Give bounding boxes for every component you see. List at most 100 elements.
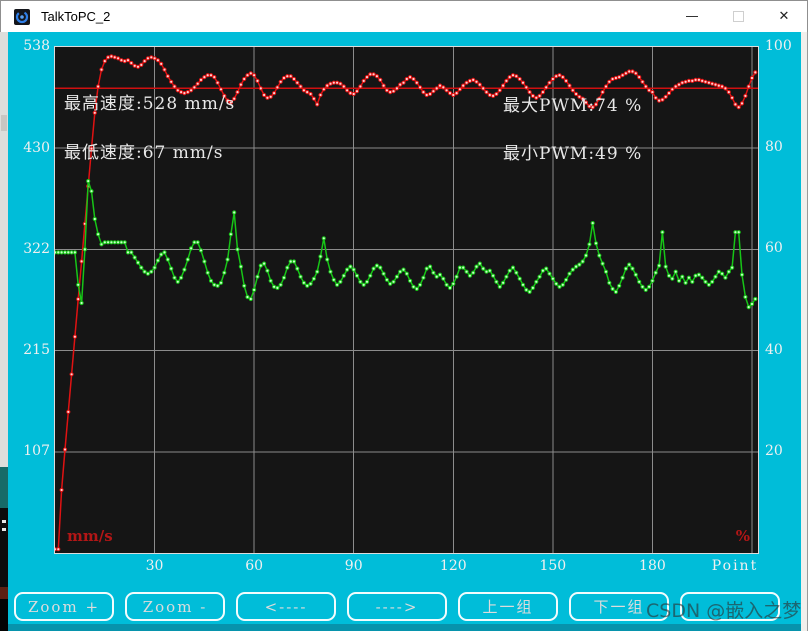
pwm-data-point [454,274,459,279]
pwm-data-point [577,262,582,267]
speed-data-point [550,76,555,82]
window-right-border [801,32,808,631]
extra-button[interactable] [680,592,780,621]
pwm-data-point [308,281,313,286]
speed-data-point [149,55,154,60]
speed-data-point [331,80,336,85]
pwm-data-point [394,274,399,279]
minimize-button[interactable] [669,1,715,32]
pwm-data-point [135,260,141,265]
speed-data-point [288,74,293,79]
pwm-data-point [112,240,117,245]
speed-data-point [295,80,300,85]
min-speed-annotation: 最低速度:67 mm/s [64,143,224,163]
pwm-data-point [530,285,535,290]
pwm-data-point [189,246,194,251]
pwm-data-point [92,216,97,222]
pwm-data-point [567,271,572,276]
pwm-data-point [554,281,559,286]
pwm-data-point [378,265,383,270]
pwm-data-point [580,259,585,264]
speed-data-point [437,83,443,88]
pwm-data-point [441,276,446,281]
pwm-data-point [700,275,705,280]
speed-data-point [520,80,526,85]
speed-data-point [560,75,565,80]
speed-data-point [547,80,552,85]
zoom-out-button[interactable]: Zoom - [125,592,225,621]
pwm-data-point [610,286,615,291]
pwm-data-point [524,287,529,292]
pwm-data-point [258,263,263,268]
pwm-data-point [537,274,542,279]
pwm-data-point [471,270,476,275]
speed-data-point [79,259,84,264]
speed-data-point [593,102,599,107]
speed-data-point [198,77,204,83]
desktop-background-strip [0,32,8,631]
pwm-data-point [474,264,479,269]
maximize-button[interactable] [715,1,761,32]
pwm-data-point [205,270,210,275]
speed-data-point [328,81,333,86]
prev-group-button[interactable]: 上一组 [458,592,558,621]
window-controls: ✕ [669,1,807,32]
pwm-data-point [510,265,516,270]
max-speed-annotation: 最高速度:528 mm/s [64,94,236,114]
speed-data-point [574,91,579,97]
pwm-data-point [202,259,207,264]
speed-data-point [451,92,456,98]
speed-data-point [265,95,270,100]
speed-data-point [374,74,379,79]
pwm-data-point [564,277,569,282]
speed-data-point [195,81,200,86]
speed-data-point [703,79,708,84]
speed-data-point [255,78,260,84]
pwm-data-point [132,255,137,260]
speed-data-point [278,79,283,84]
speed-data-point [69,372,74,377]
pwm-data-point [228,232,233,237]
pwm-data-point [116,240,121,245]
pwm-data-point [195,240,200,245]
speed-data-point [418,85,423,90]
speed-data-point [647,88,652,93]
speed-data-point [205,73,210,78]
speed-data-point [258,86,263,91]
pwm-data-point [464,269,469,274]
pwm-data-point [351,267,356,272]
pan-right-button[interactable]: ----> [347,592,447,621]
pwm-data-point [162,250,167,255]
pwm-data-point [109,240,114,245]
pwm-data-point [647,284,652,289]
pan-left-button[interactable]: <---- [236,592,336,621]
axis-tick-label: 215 [23,341,50,358]
pwm-data-point [69,250,74,255]
pwm-data-point [640,284,645,289]
speed-data-point [666,91,672,96]
speed-data-point [262,92,267,98]
pwm-data-point [607,280,612,285]
speed-data-point [673,84,678,89]
pwm-data-point [59,250,64,255]
speed-data-point [733,102,738,107]
pwm-data-point [129,250,134,255]
speed-data-point [318,92,323,98]
speed-data-point [570,88,575,93]
zoom-in-button[interactable]: Zoom + [14,592,114,621]
pwm-data-point [520,282,526,287]
close-button[interactable]: ✕ [761,1,807,32]
speed-data-point [693,77,698,83]
next-group-button[interactable]: 下一组 [569,592,669,621]
axis-tick-label: 80 [765,139,783,156]
speed-data-point [311,96,316,101]
pwm-data-point [341,273,346,278]
pwm-data-point [165,257,170,262]
pwm-data-point [570,267,575,272]
axis-tick-label: 120 [439,558,467,574]
speed-data-point [308,91,313,97]
speed-data-point [145,56,151,61]
speed-data-point [461,83,466,88]
pwm-data-point [633,272,638,277]
speed-data-point [746,84,751,89]
